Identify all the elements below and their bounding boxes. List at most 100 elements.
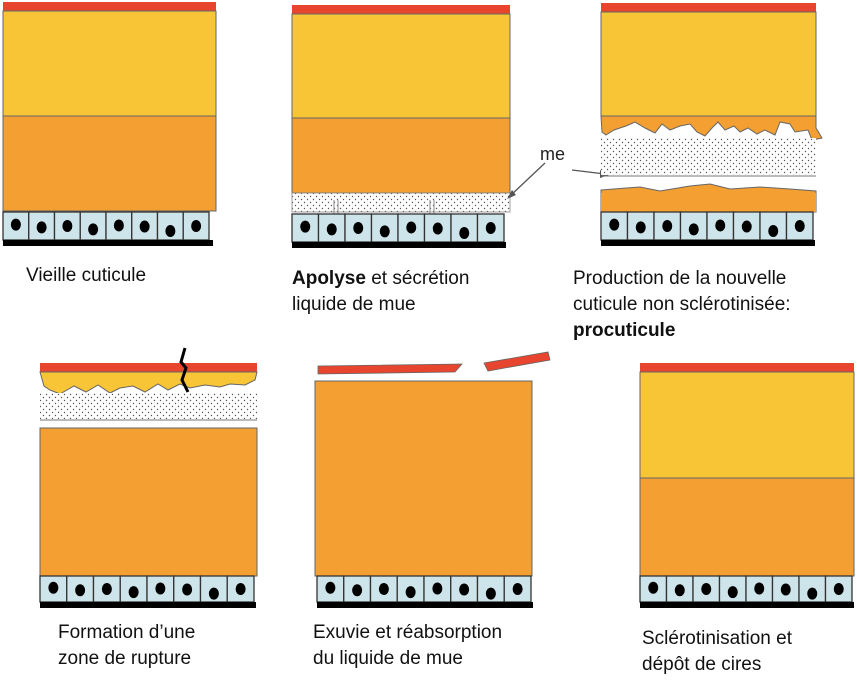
cell-nucleus: [609, 218, 620, 231]
endocuticle-layer: [2, 115, 217, 212]
epicuticle-layer: [40, 363, 257, 372]
basement-membrane: [3, 240, 213, 246]
basement-membrane: [601, 240, 815, 246]
panel-2-apolysis: [291, 5, 511, 248]
new-cuticle: [314, 380, 533, 577]
endocuticle-layer: [639, 477, 855, 577]
cell-nucleus: [352, 584, 363, 597]
cell-nucleus: [432, 582, 443, 595]
panel-6-sclerotization: [639, 363, 855, 608]
cell-nucleus: [833, 583, 844, 595]
exocuticle-layer: [639, 371, 855, 479]
cell-nucleus: [155, 582, 166, 595]
caption-panel-6: Sclérotinisation et dépôt de cires: [642, 628, 792, 675]
basement-membrane: [640, 602, 854, 608]
cell-nucleus: [485, 587, 496, 600]
epidermis-cells: [2, 211, 210, 241]
cell-nucleus: [688, 223, 699, 236]
cell-nucleus: [768, 225, 779, 238]
cell-nucleus: [741, 220, 752, 233]
panel-1-old-cuticle: [2, 2, 217, 246]
cell-nucleus: [191, 220, 202, 232]
caption-panel-3-bold: procuticule: [573, 320, 676, 341]
exocuticle-layer: [291, 13, 511, 119]
cell-nucleus: [88, 223, 99, 236]
molting-fluid: [291, 192, 511, 213]
eroded-endocuticle: [600, 115, 823, 141]
epicuticle-layer: [292, 5, 510, 14]
cell-nucleus: [780, 583, 791, 596]
caption-panel-3: Production de la nouvelle cuticule non s…: [573, 266, 791, 344]
molting-fluid: [40, 393, 257, 419]
epidermis-cells: [600, 211, 814, 241]
exuvia-right: [483, 351, 551, 372]
cell-nucleus: [300, 220, 311, 233]
epidermis-cells: [639, 575, 853, 603]
cell-nucleus: [662, 220, 673, 232]
exocuticle-layer: [600, 11, 817, 117]
cell-nucleus: [715, 219, 726, 232]
cell-nucleus: [406, 221, 417, 234]
cell-nucleus: [635, 221, 646, 234]
thin-exocuticle: [39, 371, 258, 395]
panel-5-exuviation: [314, 351, 551, 608]
cell-nucleus: [128, 586, 139, 599]
cell-nucleus: [379, 225, 390, 238]
cell-nucleus: [36, 221, 47, 234]
cell-nucleus: [459, 227, 470, 240]
caption-panel-4: Formation d’une zone de rupture: [58, 622, 196, 669]
cell-nucleus: [674, 584, 685, 597]
epicuticle-layer: [601, 3, 816, 12]
cell-nucleus: [353, 222, 364, 234]
cell-nucleus: [235, 583, 246, 595]
exocuticle-layer: [2, 10, 217, 117]
epidermis-cells: [39, 575, 255, 603]
basement-membrane: [40, 602, 256, 608]
cell-nucleus: [378, 583, 389, 595]
caption-panel-2-bold: Apolyse: [292, 268, 366, 289]
cell-nucleus: [459, 583, 470, 596]
cell-nucleus: [62, 220, 73, 232]
exuvia-left: [317, 363, 463, 375]
cell-nucleus: [113, 219, 124, 232]
cell-nucleus: [182, 583, 193, 596]
caption-panel-3-text: Production de la nouvelle cuticule non s…: [573, 268, 791, 315]
cell-nucleus: [648, 581, 659, 594]
cell-nucleus: [165, 225, 176, 238]
cell-nucleus: [727, 586, 738, 599]
cell-nucleus: [208, 587, 219, 600]
caption-panel-2-rest: et sécrétion liquide de mue: [292, 268, 470, 315]
cell-nucleus: [75, 584, 86, 597]
caption-panel-5: Exuvie et réabsorption du liquide de mue: [313, 622, 503, 669]
caption-panel-2: Apolyse et sécrétion liquide de mue: [292, 266, 469, 318]
molting-fluid-label: me: [540, 144, 566, 164]
cell-nucleus: [701, 583, 712, 595]
cell-nucleus: [326, 223, 337, 236]
epicuticle-layer: [640, 363, 854, 372]
cell-nucleus: [432, 222, 443, 235]
cell-nucleus: [485, 222, 496, 234]
cell-nucleus: [10, 218, 21, 231]
cell-nucleus: [512, 583, 523, 595]
basement-membrane: [292, 242, 506, 248]
epidermis-cells: [316, 575, 532, 603]
cell-nucleus: [794, 220, 805, 232]
cell-nucleus: [754, 582, 765, 595]
cell-nucleus: [139, 220, 150, 233]
panel-3-procuticle: [600, 3, 823, 246]
new-endocuticle: [39, 427, 258, 577]
cell-nucleus: [48, 581, 59, 594]
basement-membrane: [317, 602, 533, 608]
cell-nucleus: [405, 586, 416, 599]
epidermis-cells: [291, 213, 505, 243]
me-arrows: [507, 162, 609, 199]
molting-fluid: [601, 138, 816, 175]
epicuticle-layer: [3, 2, 216, 11]
panel-4-rupture-zone: [39, 347, 258, 608]
rupture-crack: [179, 347, 190, 393]
endocuticle-layer: [291, 117, 511, 194]
cell-nucleus: [101, 583, 112, 595]
caption-panel-1: Vieille cuticule: [26, 265, 147, 286]
cell-nucleus: [807, 587, 818, 600]
